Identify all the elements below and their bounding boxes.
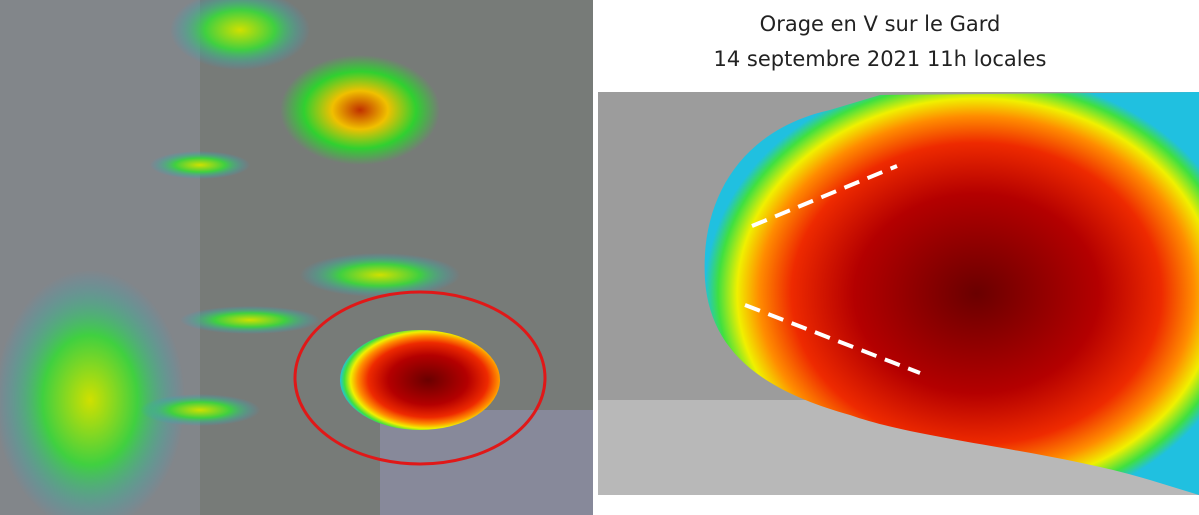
rain-cell <box>300 253 460 297</box>
storm <box>340 330 500 430</box>
rain-cell <box>280 55 440 165</box>
title: Orage en V sur le Gard <box>759 12 1001 36</box>
rain-cell <box>0 270 185 515</box>
subtitle: 14 septembre 2021 11h locales <box>713 47 1047 71</box>
v-line <box>744 303 921 375</box>
rain-cell <box>180 306 320 334</box>
v-line <box>751 164 898 228</box>
highlight-circle <box>293 290 547 466</box>
rain-cell <box>140 394 260 426</box>
rain-cell <box>150 151 250 179</box>
rain-cell <box>170 0 310 70</box>
